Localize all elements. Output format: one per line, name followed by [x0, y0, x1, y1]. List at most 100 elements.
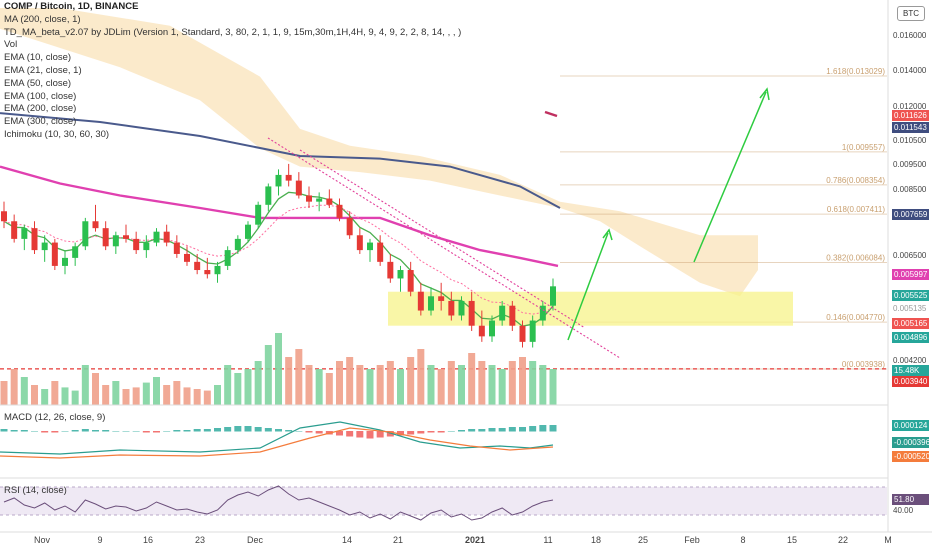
projection-arrow [567, 232, 609, 341]
volume-bar [275, 333, 282, 405]
axes [0, 0, 932, 533]
volume-bar [468, 353, 476, 405]
candle-body [173, 242, 180, 254]
macd-histogram-bar [183, 430, 191, 432]
macd-histogram-bar [458, 430, 465, 432]
macd-histogram-bar [447, 431, 455, 432]
volume-bar [366, 369, 374, 405]
candle-body [255, 204, 262, 225]
indicator-ema300[interactable]: EMA (300, close) [4, 116, 77, 128]
volume-bar [112, 381, 120, 405]
volume-bar [20, 377, 28, 405]
candle-body [519, 325, 526, 342]
macd-histogram-bar [366, 431, 374, 439]
indicator-ema10[interactable]: EMA (10, close) [4, 52, 72, 64]
indicator-ema21[interactable]: EMA (21, close, 1) [4, 64, 82, 76]
indicator-ema100[interactable]: EMA (100, close) [4, 90, 77, 102]
currency-badge[interactable]: BTC [897, 6, 925, 21]
time-tick: 23 [194, 535, 205, 545]
volume-bar [437, 369, 445, 405]
trendline [299, 149, 586, 329]
macd-histogram-bar [478, 429, 486, 432]
candle-body [92, 221, 99, 229]
symbol-title[interactable]: COMP / Bitcoin, 1D, BINANCE [4, 1, 139, 12]
candle-body [245, 224, 251, 239]
macd-histogram-bar [41, 431, 49, 433]
candle-body [51, 242, 58, 266]
volume-bar [163, 385, 171, 405]
macd-histogram-bar [214, 428, 221, 432]
candle-body [306, 195, 312, 202]
macd-histogram-bar [417, 431, 425, 434]
candle-body [499, 305, 506, 321]
price-tag: 0.004896 [892, 332, 929, 343]
candle-body [468, 300, 475, 326]
volume-bar [295, 349, 303, 405]
macd-histogram-bar [122, 431, 130, 432]
fib-label: 1.618(0.013029) [826, 67, 885, 76]
candle-body [214, 265, 221, 275]
candle-body [550, 286, 556, 306]
candle-body [489, 320, 495, 337]
candle-body [438, 296, 445, 301]
fib-label: 0(0.003938) [842, 360, 885, 369]
drawings [267, 87, 770, 359]
macd-histogram-bar [254, 427, 262, 432]
macd-histogram-bar [549, 425, 557, 432]
ema100-line [0, 165, 559, 268]
macd-histogram-bar [142, 431, 150, 433]
candle-body [194, 261, 201, 271]
candle-body [285, 174, 292, 181]
candle-body [153, 231, 160, 243]
volume-bar [51, 381, 59, 405]
candle-body [224, 250, 231, 266]
signal-line [0, 427, 554, 459]
macd-histogram-bar [92, 430, 99, 432]
candle-body [407, 270, 414, 292]
candle-body [417, 291, 424, 311]
volume-bar [549, 369, 557, 405]
candles [1, 163, 556, 348]
price-tag: 0.011543 [892, 122, 929, 133]
candle-body [204, 270, 211, 275]
macd-title[interactable]: MACD (12, 26, close, 9) [4, 412, 106, 423]
candle-body [326, 198, 333, 205]
volume-bar [488, 365, 496, 405]
price-tag: 0.005165 [892, 318, 929, 329]
volume-bar [244, 369, 252, 405]
indicator-td-ma[interactable]: TD_MA_beta_v2.07 by JDLim (Version 1, St… [4, 26, 462, 38]
price-tick: 0.010500 [893, 136, 927, 145]
volume-bar [224, 365, 232, 405]
macd-histogram-bar [376, 431, 384, 438]
macd-histogram-bar [20, 430, 28, 432]
macd-histogram-bar [498, 428, 506, 432]
time-tick: 14 [341, 535, 352, 545]
indicator-ema200[interactable]: EMA (200, close) [4, 103, 77, 115]
volume-bar [529, 361, 537, 405]
time-tick: 8 [740, 535, 746, 545]
candle-body [112, 235, 119, 247]
volume-bar [254, 361, 262, 405]
volume-bar [458, 365, 465, 405]
candle-body [265, 186, 272, 205]
price-tag: 0.005997 [892, 269, 929, 280]
time-tick: 2021 [465, 535, 486, 545]
volume-bar [234, 373, 242, 405]
volume-bar [325, 373, 333, 405]
candle-body [163, 231, 170, 243]
ma200-line [0, 112, 561, 209]
indicator-ma200[interactable]: MA (200, close, 1) [4, 13, 81, 25]
indicator-legend: COMP / Bitcoin, 1D, BINANCE MA (200, clo… [4, 1, 461, 142]
indicator-ema50[interactable]: EMA (50, close) [4, 77, 72, 89]
time-tick: 9 [97, 535, 103, 545]
indicator-ichimoku[interactable]: Ichimoku (10, 30, 60, 30) [4, 128, 110, 140]
candle-body [458, 300, 465, 316]
ichimoku-cloud-shape [0, 8, 758, 297]
indicator-vol[interactable]: Vol [4, 39, 18, 51]
candle-body [102, 228, 109, 247]
candle-body [133, 238, 140, 251]
rsi-title[interactable]: RSI (14, close) [4, 485, 67, 496]
fib-label: 0.786(0.008354) [826, 176, 885, 185]
